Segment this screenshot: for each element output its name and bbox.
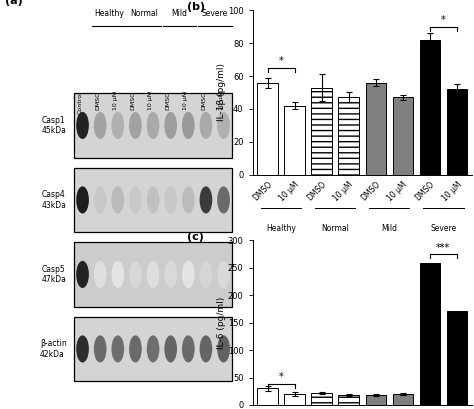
Ellipse shape [147, 261, 159, 288]
Bar [74, 317, 232, 381]
Bar [392, 394, 413, 405]
Text: 10 μM: 10 μM [183, 91, 188, 110]
Bar [419, 40, 440, 175]
Ellipse shape [200, 112, 212, 139]
Ellipse shape [76, 335, 89, 362]
Bar [392, 97, 413, 175]
Text: DMSO: DMSO [95, 91, 100, 110]
Y-axis label: IL-1β (pg/ml): IL-1β (pg/ml) [218, 63, 227, 121]
Bar [257, 389, 278, 405]
Text: Casp1
45kDa: Casp1 45kDa [42, 116, 67, 135]
Ellipse shape [147, 335, 159, 362]
Ellipse shape [129, 112, 142, 139]
Ellipse shape [217, 112, 230, 139]
Ellipse shape [200, 335, 212, 362]
Ellipse shape [182, 112, 195, 139]
Bar [284, 394, 305, 405]
Ellipse shape [217, 187, 230, 213]
Ellipse shape [111, 335, 124, 362]
Ellipse shape [94, 112, 107, 139]
Bar [365, 83, 386, 175]
Bar [74, 93, 232, 158]
Text: Healthy: Healthy [266, 224, 296, 233]
Ellipse shape [76, 112, 89, 139]
Text: β-actin
42kDa: β-actin 42kDa [40, 339, 67, 359]
Bar [365, 395, 386, 405]
Text: Mild: Mild [381, 224, 397, 233]
Ellipse shape [200, 261, 212, 288]
Ellipse shape [182, 187, 195, 213]
Text: 10 μM: 10 μM [113, 91, 118, 110]
Y-axis label: IL-6 (pg/ml): IL-6 (pg/ml) [218, 297, 227, 349]
Text: (a): (a) [5, 0, 22, 6]
Ellipse shape [164, 187, 177, 213]
Bar [74, 242, 232, 307]
Bar [74, 168, 232, 232]
Ellipse shape [111, 187, 124, 213]
Ellipse shape [111, 261, 124, 288]
Ellipse shape [129, 187, 142, 213]
Bar [257, 83, 278, 175]
Text: Normal: Normal [130, 9, 158, 18]
Bar [284, 106, 305, 175]
Text: 10 μM: 10 μM [148, 91, 153, 110]
Text: *: * [279, 373, 283, 382]
Ellipse shape [182, 261, 195, 288]
Ellipse shape [164, 112, 177, 139]
Ellipse shape [200, 187, 212, 213]
Ellipse shape [94, 187, 107, 213]
Bar [338, 395, 359, 405]
Text: (b): (b) [187, 2, 205, 12]
Text: Severe: Severe [201, 9, 228, 18]
Text: Casp4
43kDa: Casp4 43kDa [42, 190, 67, 210]
Text: ***: *** [436, 243, 450, 252]
Text: 10 μM: 10 μM [219, 91, 224, 110]
Ellipse shape [164, 335, 177, 362]
Bar [311, 88, 332, 175]
Text: Control: Control [78, 91, 82, 114]
Ellipse shape [111, 112, 124, 139]
Text: DMSO: DMSO [130, 91, 136, 110]
Ellipse shape [129, 261, 142, 288]
Text: *: * [441, 15, 446, 25]
Text: (c): (c) [187, 232, 204, 242]
Text: Mild: Mild [172, 9, 188, 18]
Ellipse shape [182, 335, 195, 362]
Ellipse shape [217, 261, 230, 288]
Ellipse shape [217, 335, 230, 362]
Text: DMSO: DMSO [166, 91, 171, 110]
Text: Healthy: Healthy [94, 9, 124, 18]
Bar [419, 263, 440, 405]
Text: Severe: Severe [430, 224, 456, 233]
Ellipse shape [129, 335, 142, 362]
Bar [447, 89, 467, 175]
Ellipse shape [164, 261, 177, 288]
Text: *: * [279, 56, 283, 66]
Bar [338, 97, 359, 175]
Ellipse shape [147, 112, 159, 139]
Bar [311, 393, 332, 405]
Ellipse shape [94, 261, 107, 288]
Bar [447, 310, 467, 405]
Ellipse shape [94, 335, 107, 362]
Ellipse shape [147, 187, 159, 213]
Text: Normal: Normal [321, 224, 349, 233]
Ellipse shape [76, 261, 89, 288]
Ellipse shape [76, 187, 89, 213]
Text: DMSO: DMSO [201, 91, 206, 110]
Text: Casp5
47kDa: Casp5 47kDa [42, 265, 67, 284]
